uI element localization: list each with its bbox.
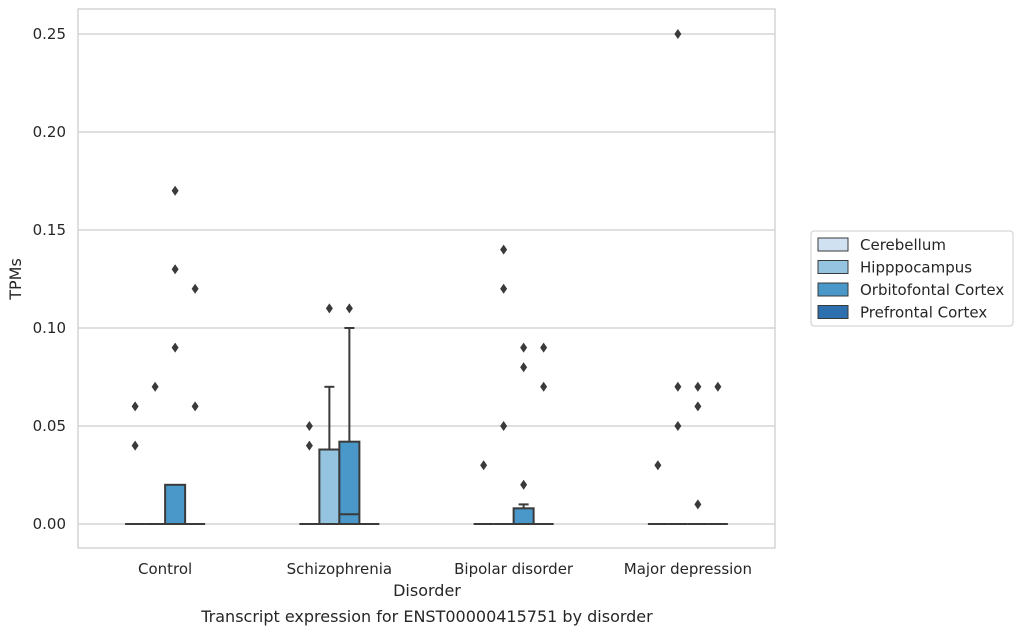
outlier-point bbox=[171, 264, 179, 275]
y-tick-label: 0.00 bbox=[33, 515, 66, 533]
plot-frame bbox=[77, 8, 776, 549]
outlier-point bbox=[500, 244, 508, 255]
legend-swatch bbox=[817, 282, 849, 297]
legend: Cerebellum Hipppocampus Orbitofontal Corte… bbox=[810, 230, 1014, 327]
outlier-point bbox=[151, 381, 159, 392]
chart-caption: Transcript expression for ENST0000041575… bbox=[200, 607, 653, 626]
box-iqr bbox=[164, 483, 187, 525]
outlier-point bbox=[345, 303, 353, 314]
box-orbitofontal-cortex bbox=[338, 327, 361, 525]
box-orbitofontal-cortex bbox=[512, 503, 535, 526]
outlier-point bbox=[694, 499, 702, 510]
y-tick-label: 0.15 bbox=[33, 221, 66, 239]
outlier-points bbox=[131, 29, 722, 510]
x-tick-label: Schizophrenia bbox=[287, 560, 392, 578]
box-orbitofontal-cortex bbox=[164, 483, 187, 525]
outlier-point bbox=[171, 185, 179, 196]
y-tick-label: 0.25 bbox=[33, 25, 66, 43]
x-tick-label: Bipolar disorder bbox=[454, 560, 574, 578]
y-tick-label: 0.10 bbox=[33, 319, 66, 337]
outlier-point bbox=[480, 460, 488, 471]
legend-swatch bbox=[817, 237, 849, 252]
box-iqr bbox=[338, 440, 361, 525]
outlier-point bbox=[674, 381, 682, 392]
x-axis-ticks: Control Schizophrenia Bipolar disorder Majo… bbox=[138, 560, 752, 578]
y-tick-label: 0.20 bbox=[33, 123, 66, 141]
outlier-point bbox=[714, 381, 722, 392]
y-axis-ticks: 0.00 0.05 0.10 0.15 0.20 0.25 bbox=[33, 25, 66, 533]
box-hipppocampus bbox=[318, 385, 341, 525]
x-tick-label: Control bbox=[138, 560, 192, 578]
y-axis-label: TPMs bbox=[6, 258, 25, 301]
outlier-point bbox=[694, 401, 702, 412]
outlier-point bbox=[520, 342, 528, 353]
outlier-point bbox=[325, 303, 333, 314]
outlier-point bbox=[305, 421, 313, 431]
legend-swatch bbox=[817, 305, 849, 319]
outlier-point bbox=[520, 362, 528, 373]
y-tick-label: 0.05 bbox=[33, 417, 66, 435]
legend-label: Orbitofontal Cortex bbox=[860, 281, 1004, 299]
outlier-point bbox=[131, 401, 139, 412]
outlier-point bbox=[500, 283, 508, 294]
outlier-point bbox=[520, 479, 528, 490]
grid-lines bbox=[78, 33, 775, 525]
outlier-point bbox=[674, 421, 682, 431]
legend-label: Cerebellum bbox=[860, 236, 946, 254]
x-tick-label: Major depression bbox=[624, 560, 752, 578]
legend-frame bbox=[810, 230, 1014, 327]
outlier-point bbox=[540, 342, 548, 353]
outlier-point bbox=[674, 29, 682, 39]
outlier-point bbox=[694, 381, 702, 392]
outlier-point bbox=[191, 283, 199, 294]
outlier-point bbox=[191, 401, 199, 412]
legend-swatch bbox=[817, 260, 849, 274]
outlier-point bbox=[305, 440, 313, 451]
legend-items: Cerebellum Hipppocampus Orbitofontal Corte… bbox=[817, 236, 1004, 322]
legend-label: Hipppocampus bbox=[860, 259, 972, 277]
outlier-point bbox=[654, 460, 662, 471]
box-iqr bbox=[512, 507, 535, 526]
legend-label: Prefrontal Cortex bbox=[860, 304, 987, 322]
outlier-point bbox=[131, 440, 139, 451]
outlier-point bbox=[171, 342, 179, 353]
outlier-point bbox=[500, 421, 508, 431]
outlier-point bbox=[540, 381, 548, 392]
box-iqr bbox=[318, 448, 341, 525]
box-series bbox=[125, 327, 728, 526]
x-axis-label: Disorder bbox=[393, 581, 461, 600]
